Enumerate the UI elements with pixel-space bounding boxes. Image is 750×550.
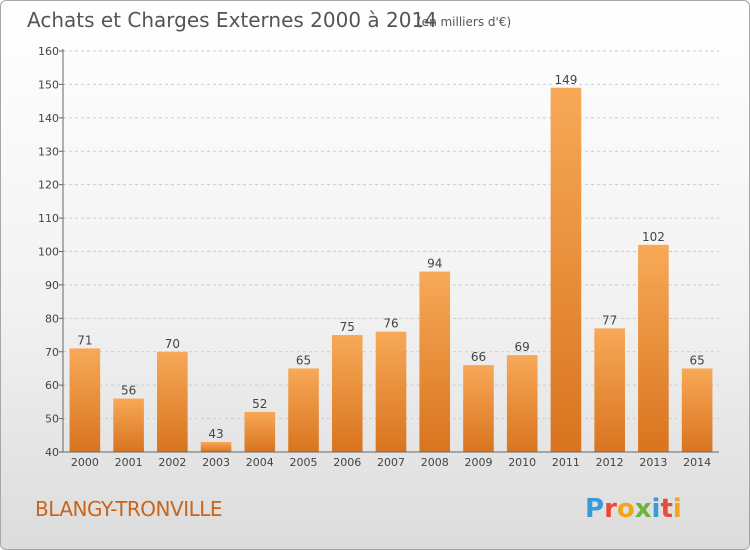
value-label-2000: 71 xyxy=(77,333,92,347)
x-tick-label-2002: 2002 xyxy=(158,456,186,469)
x-tick-label-2005: 2005 xyxy=(290,456,318,469)
value-label-2005: 65 xyxy=(296,353,311,367)
proxiti-logo: Proxiti xyxy=(585,494,682,524)
bar-2005 xyxy=(288,368,319,452)
value-label-2014: 65 xyxy=(689,353,704,367)
x-tick-label-2014: 2014 xyxy=(683,456,711,469)
brand-letter: i xyxy=(673,494,682,524)
chart-title: Achats et Charges Externes 2000 à 2014 xyxy=(27,8,437,32)
bar-2011 xyxy=(550,87,582,452)
value-label-2010: 69 xyxy=(515,340,530,354)
bar-2001 xyxy=(113,398,144,452)
bar-2004 xyxy=(244,411,276,452)
y-axis-ticks: 40 50 60 70 80 90 100 110 120 130 140 150 160 xyxy=(38,45,63,459)
value-label-2006: 75 xyxy=(340,320,355,334)
value-label-2011: 149 xyxy=(554,73,577,87)
bar-2012 xyxy=(594,328,625,452)
bar-2013 xyxy=(638,244,669,452)
y-tick-label: 50 xyxy=(45,413,59,426)
x-tick-label-2001: 2001 xyxy=(115,456,143,469)
brand-letter: P xyxy=(585,494,604,524)
bar-2010 xyxy=(506,355,538,452)
bar-2008 xyxy=(419,271,451,452)
y-tick-label: 40 xyxy=(45,446,59,459)
y-tick-label: 140 xyxy=(38,112,59,125)
y-tick-label: 120 xyxy=(38,179,59,192)
x-axis-ticks: 2000 2001 2002 2003 2004 2005 2006 2007 2008 2009… xyxy=(71,456,711,469)
x-tick-label-2012: 2012 xyxy=(596,456,624,469)
y-tick-label: 80 xyxy=(45,312,59,325)
brand-letter: t xyxy=(660,494,672,524)
brand-letter: o xyxy=(617,494,635,524)
y-tick-label: 100 xyxy=(38,246,59,259)
y-tick-label: 150 xyxy=(38,78,59,91)
value-label-2012: 77 xyxy=(602,313,617,327)
value-label-2009: 66 xyxy=(471,350,486,364)
bar-2014 xyxy=(681,368,713,452)
chart-unit-note: (en milliers d'€) xyxy=(417,15,511,29)
value-label-2004: 52 xyxy=(252,397,267,411)
bar-2000 xyxy=(69,348,101,452)
y-tick-label: 60 xyxy=(45,379,59,392)
commune-name: BLANGY-TRONVILLE xyxy=(35,497,222,521)
y-tick-label: 130 xyxy=(38,145,59,158)
x-tick-label-2008: 2008 xyxy=(421,456,449,469)
x-tick-label-2013: 2013 xyxy=(639,456,667,469)
x-tick-label-2000: 2000 xyxy=(71,456,99,469)
value-label-2003: 43 xyxy=(208,427,223,441)
bars xyxy=(69,87,713,452)
bar-2006 xyxy=(331,335,363,452)
y-tick-label: 110 xyxy=(38,212,59,225)
value-label-2002: 70 xyxy=(165,337,180,351)
bar-2002 xyxy=(157,351,188,452)
brand-letter: x xyxy=(635,494,652,524)
bar-2003 xyxy=(200,441,232,452)
brand-letter: i xyxy=(652,494,661,524)
value-label-2008: 94 xyxy=(427,257,442,271)
x-tick-label-2010: 2010 xyxy=(508,456,536,469)
value-label-2001: 56 xyxy=(121,384,136,398)
x-tick-label-2011: 2011 xyxy=(552,456,580,469)
bar-2009 xyxy=(463,365,494,452)
x-tick-label-2006: 2006 xyxy=(333,456,361,469)
axes xyxy=(62,49,719,453)
value-label-2007: 76 xyxy=(383,317,398,331)
y-tick-label: 160 xyxy=(38,45,59,58)
y-tick-label: 90 xyxy=(45,279,59,292)
value-label-2013: 102 xyxy=(642,230,665,244)
y-tick-label: 70 xyxy=(45,346,59,359)
x-tick-label-2003: 2003 xyxy=(202,456,230,469)
bar-2007 xyxy=(375,331,407,452)
x-tick-label-2009: 2009 xyxy=(464,456,492,469)
value-labels: 71 56 70 43 52 65 75 76 94 66 69 149 77 102 65 xyxy=(77,73,705,441)
x-tick-label-2007: 2007 xyxy=(377,456,405,469)
x-tick-label-2004: 2004 xyxy=(246,456,274,469)
brand-letter: r xyxy=(604,494,617,524)
